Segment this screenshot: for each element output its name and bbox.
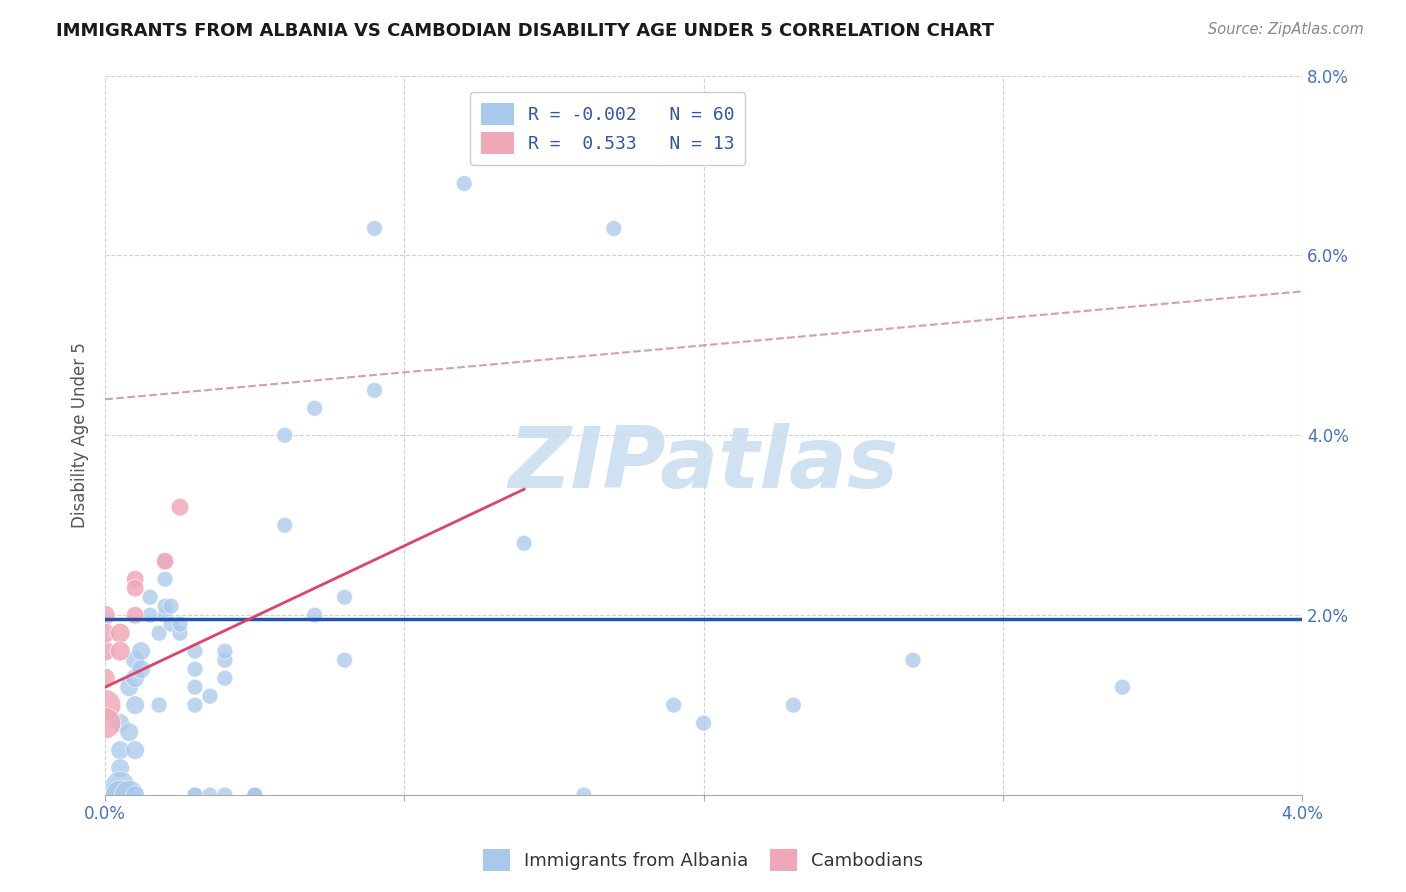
Point [124, 743, 146, 757]
Point [108, 788, 131, 802]
Point [184, 680, 207, 694]
Point [214, 644, 236, 658]
Point [153, 599, 176, 614]
Legend: R = -0.002   N = 60, R =  0.533   N = 13: R = -0.002 N = 60, R = 0.533 N = 13 [470, 92, 745, 165]
Point [108, 716, 131, 731]
Point [692, 716, 714, 731]
Point [214, 653, 236, 667]
Point [363, 221, 385, 235]
Point [129, 662, 152, 676]
Point [1111, 680, 1133, 694]
Point [148, 626, 170, 640]
Point [108, 761, 131, 775]
Point [139, 590, 162, 604]
Point [94, 698, 117, 712]
Point [94, 608, 117, 623]
Point [243, 788, 266, 802]
Point [214, 671, 236, 685]
Point [153, 608, 176, 623]
Text: IMMIGRANTS FROM ALBANIA VS CAMBODIAN DISABILITY AGE UNDER 5 CORRELATION CHART: IMMIGRANTS FROM ALBANIA VS CAMBODIAN DIS… [56, 22, 994, 40]
Point [124, 788, 146, 802]
Point [243, 788, 266, 802]
Point [153, 572, 176, 586]
Point [169, 500, 191, 515]
Point [274, 428, 297, 442]
Point [333, 590, 356, 604]
Point [153, 554, 176, 568]
Point [198, 689, 221, 703]
Point [184, 788, 207, 802]
Point [129, 644, 152, 658]
Point [94, 671, 117, 685]
Point [333, 653, 356, 667]
Point [108, 743, 131, 757]
Point [572, 788, 595, 802]
Point [108, 626, 131, 640]
Text: Source: ZipAtlas.com: Source: ZipAtlas.com [1208, 22, 1364, 37]
Point [274, 518, 297, 533]
Point [94, 716, 117, 731]
Point [184, 698, 207, 712]
Point [108, 788, 131, 802]
Point [184, 644, 207, 658]
Point [901, 653, 924, 667]
Point [198, 788, 221, 802]
Point [118, 788, 141, 802]
Point [148, 698, 170, 712]
Point [139, 608, 162, 623]
Point [153, 554, 176, 568]
Point [118, 725, 141, 739]
Point [124, 698, 146, 712]
Point [662, 698, 685, 712]
Point [118, 680, 141, 694]
Point [94, 644, 117, 658]
Point [108, 644, 131, 658]
Point [782, 698, 804, 712]
Point [363, 384, 385, 398]
Point [124, 671, 146, 685]
Text: ZIPatlas: ZIPatlas [509, 423, 898, 506]
Point [603, 221, 626, 235]
Point [124, 608, 146, 623]
Point [160, 617, 183, 632]
Point [513, 536, 536, 550]
Point [124, 572, 146, 586]
Point [108, 779, 131, 793]
Y-axis label: Disability Age Under 5: Disability Age Under 5 [72, 343, 89, 528]
Point [184, 788, 207, 802]
Point [94, 626, 117, 640]
Point [184, 662, 207, 676]
Point [243, 788, 266, 802]
Point [453, 177, 475, 191]
Point [169, 617, 191, 632]
Point [169, 626, 191, 640]
Point [124, 653, 146, 667]
Point [124, 581, 146, 595]
Point [304, 608, 326, 623]
Point [160, 599, 183, 614]
Point [304, 401, 326, 416]
Point [214, 788, 236, 802]
Legend: Immigrants from Albania, Cambodians: Immigrants from Albania, Cambodians [475, 842, 931, 879]
